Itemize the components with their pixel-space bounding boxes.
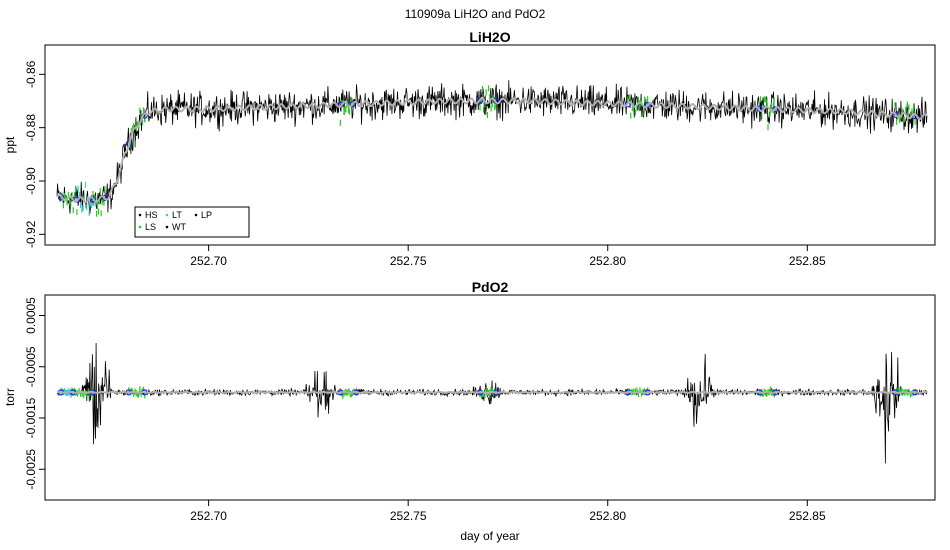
y-tick-label: -0.90: [24, 167, 38, 195]
plot-area: ........................................…: [56, 342, 928, 464]
y-tick-label: -0.92: [24, 220, 38, 248]
y-tick-label: -0.0025: [24, 449, 38, 490]
y-axis: 0.0005 -0.0005 -0.0015 -0.0025: [24, 297, 45, 490]
panel-pdo2: PdO2 ...................................…: [3, 279, 936, 523]
marker-segment-LS: ..............: [891, 100, 919, 125]
x-tick-label: 252.70: [190, 509, 227, 523]
x-axis: 252.70 252.75 252.80 252.85: [190, 245, 826, 268]
y-tick-label: -0.88: [24, 114, 38, 142]
legend-swatch-lt: [165, 213, 169, 217]
legend-label-wt: WT: [172, 222, 186, 232]
legend-label-hs: HS: [145, 210, 158, 220]
plot-frame: [44, 44, 936, 246]
x-tick-label: 252.80: [589, 254, 626, 268]
x-axis: 252.70 252.75 252.80 252.85: [190, 500, 826, 523]
legend-swatch-wt: [165, 225, 169, 229]
plot-area: ........................................…: [56, 80, 928, 217]
smoothed-trace: [56, 97, 928, 204]
smoothed-trace: [56, 390, 928, 394]
end-marker: [349, 101, 356, 108]
raw-trace: [56, 342, 928, 464]
y-tick-label: -0.0015: [24, 397, 38, 438]
legend-label-lp: LP: [201, 210, 212, 220]
legend-box: [134, 206, 250, 238]
figure-title: 110909a LiH2O and PdO2: [405, 7, 546, 21]
end-marker: [756, 105, 763, 112]
plot-frame: [44, 294, 936, 501]
x-axis-label: day of year: [460, 529, 519, 543]
panel-title: LiH2O: [469, 29, 510, 45]
x-tick-label: 252.70: [190, 254, 227, 268]
y-tick-label: 0.0005: [24, 297, 38, 334]
y-tick-label: -0.0005: [24, 346, 38, 387]
legend-swatch-hs: [138, 213, 142, 217]
y-axis-label: ppt: [3, 136, 17, 153]
legend-swatch-ls: [138, 225, 142, 229]
end-marker: [101, 194, 108, 201]
y-axis-label: torr: [3, 388, 17, 406]
legend-swatch-lp: [194, 213, 198, 217]
y-axis: -0.86 -0.88 -0.90 -0.92: [24, 60, 45, 248]
marker-segment-LS: ..............: [756, 94, 779, 131]
marker-segment-LS: ..............: [476, 83, 500, 119]
x-tick-label: 252.75: [390, 254, 427, 268]
legend-label-ls: LS: [145, 222, 156, 232]
x-tick-label: 252.80: [589, 509, 626, 523]
x-tick-label: 252.85: [789, 254, 826, 268]
legend: HS LT LP LS WT: [134, 206, 250, 238]
x-tick-label: 252.75: [390, 509, 427, 523]
end-marker: [644, 101, 651, 109]
panel-title: PdO2: [472, 279, 509, 295]
y-tick-label: -0.86: [24, 60, 38, 88]
panel-lih2o: LiH2O ..................................…: [3, 29, 936, 268]
x-tick-label: 252.85: [789, 509, 826, 523]
legend-label-lt: LT: [172, 210, 182, 220]
